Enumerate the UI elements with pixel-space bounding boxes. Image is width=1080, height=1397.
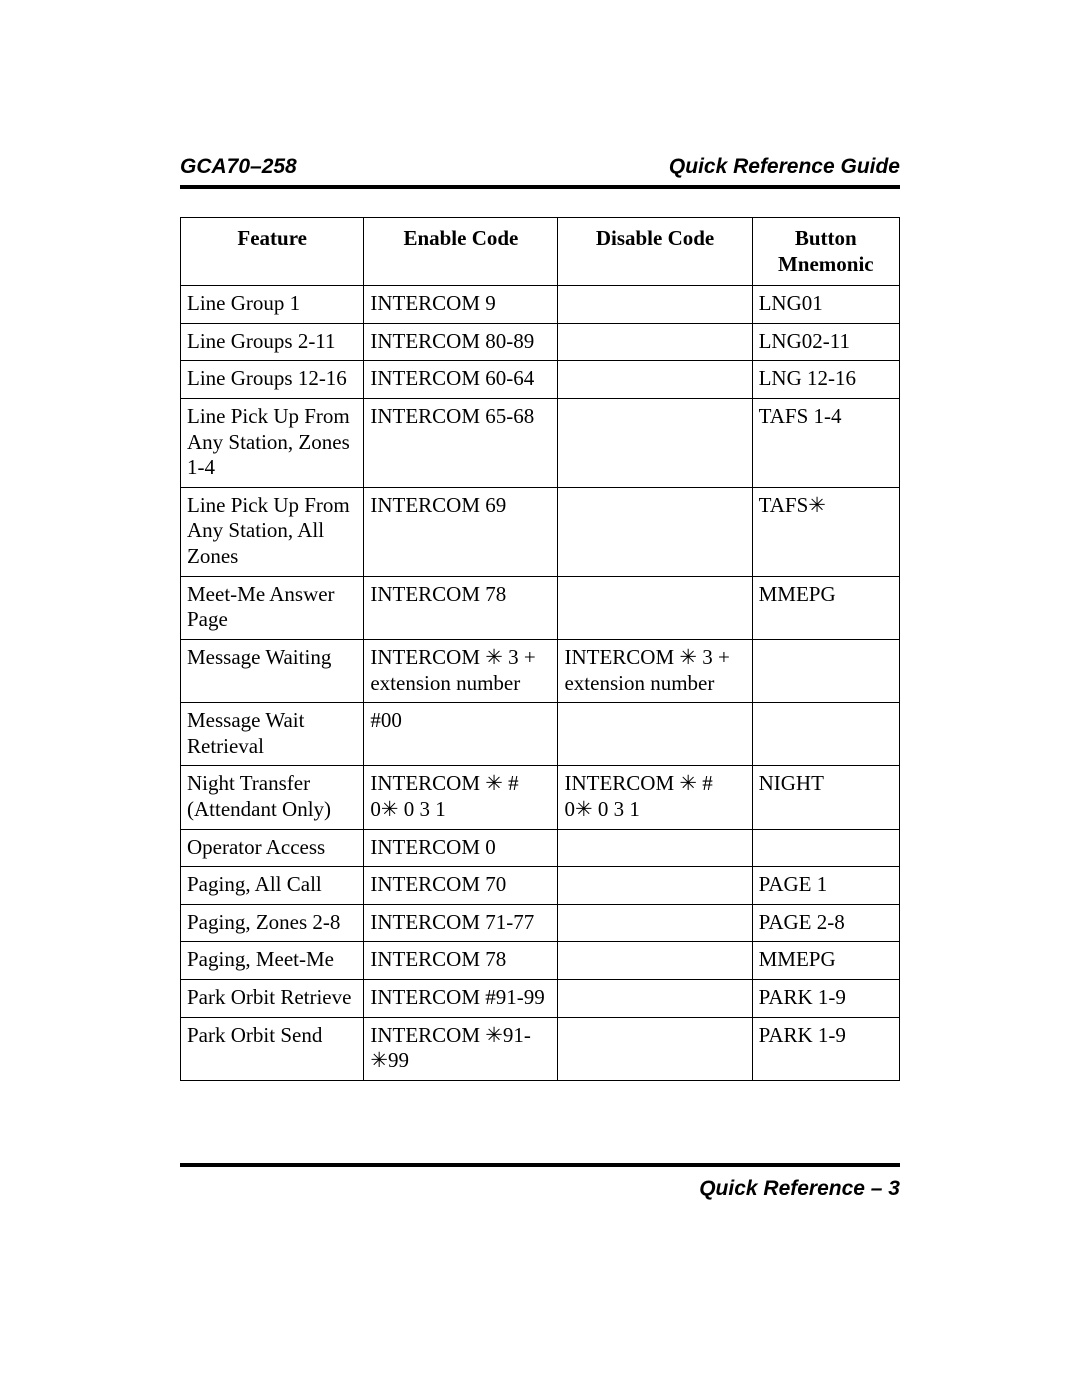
col-header-disable: Disable Code — [558, 218, 752, 286]
cell-feature: Paging, Zones 2-8 — [181, 904, 364, 942]
cell-feature: Park Orbit Retrieve — [181, 980, 364, 1018]
cell-enable: INTERCOM 70 — [364, 867, 558, 905]
cell-feature: Meet-Me Answer Page — [181, 576, 364, 639]
cell-enable: INTERCOM 78 — [364, 942, 558, 980]
cell-disable — [558, 703, 752, 766]
col-header-enable: Enable Code — [364, 218, 558, 286]
cell-mnemonic: MMEPG — [752, 576, 899, 639]
cell-disable: INTERCOM ✳ # 0✳ 0 3 1 — [558, 766, 752, 829]
cell-mnemonic: PARK 1-9 — [752, 980, 899, 1018]
cell-enable: INTERCOM #91-99 — [364, 980, 558, 1018]
cell-enable: INTERCOM ✳ 3 + extension number — [364, 639, 558, 702]
cell-enable: INTERCOM 80-89 — [364, 323, 558, 361]
table-row: Paging, Zones 2-8 INTERCOM 71-77 PAGE 2-… — [181, 904, 900, 942]
cell-disable — [558, 867, 752, 905]
cell-mnemonic: LNG01 — [752, 286, 899, 324]
cell-enable: INTERCOM 65-68 — [364, 399, 558, 488]
cell-mnemonic: PAGE 1 — [752, 867, 899, 905]
cell-feature: Operator Access — [181, 829, 364, 867]
cell-enable: INTERCOM 60-64 — [364, 361, 558, 399]
table-row: Line Pick Up From Any Station, Zones 1-4… — [181, 399, 900, 488]
cell-disable — [558, 487, 752, 576]
cell-mnemonic: LNG02-11 — [752, 323, 899, 361]
cell-disable: INTERCOM ✳ 3 + extension number — [558, 639, 752, 702]
header-left: GCA70–258 — [180, 155, 297, 179]
cell-disable — [558, 1017, 752, 1080]
cell-mnemonic: NIGHT — [752, 766, 899, 829]
table-row: Meet-Me Answer Page INTERCOM 78 MMEPG — [181, 576, 900, 639]
cell-disable — [558, 942, 752, 980]
cell-feature: Message Waiting — [181, 639, 364, 702]
table-header-row: Feature Enable Code Disable Code Button … — [181, 218, 900, 286]
table-row: Line Groups 2-11 INTERCOM 80-89 LNG02-11 — [181, 323, 900, 361]
cell-feature: Park Orbit Send — [181, 1017, 364, 1080]
table-row: Line Groups 12-16 INTERCOM 60-64 LNG 12-… — [181, 361, 900, 399]
page: GCA70–258 Quick Reference Guide Feature … — [0, 0, 1080, 1397]
cell-enable: INTERCOM 0 — [364, 829, 558, 867]
table-row: Night Transfer (Attendant Only) INTERCOM… — [181, 766, 900, 829]
table-row: Message Waiting INTERCOM ✳ 3 + extension… — [181, 639, 900, 702]
cell-feature: Line Groups 12-16 — [181, 361, 364, 399]
cell-mnemonic: PARK 1-9 — [752, 1017, 899, 1080]
table-row: Paging, All Call INTERCOM 70 PAGE 1 — [181, 867, 900, 905]
cell-mnemonic — [752, 639, 899, 702]
cell-disable — [558, 576, 752, 639]
cell-mnemonic: MMEPG — [752, 942, 899, 980]
cell-feature: Line Pick Up From Any Station, All Zones — [181, 487, 364, 576]
cell-mnemonic: TAFS✳ — [752, 487, 899, 576]
cell-disable — [558, 399, 752, 488]
cell-feature: Message Wait Retrieval — [181, 703, 364, 766]
cell-enable: INTERCOM 69 — [364, 487, 558, 576]
cell-feature: Night Transfer (Attendant Only) — [181, 766, 364, 829]
table-row: Paging, Meet-Me INTERCOM 78 MMEPG — [181, 942, 900, 980]
cell-enable: INTERCOM ✳ # 0✳ 0 3 1 — [364, 766, 558, 829]
reference-table: Feature Enable Code Disable Code Button … — [180, 217, 900, 1081]
cell-enable: INTERCOM ✳91-✳99 — [364, 1017, 558, 1080]
cell-enable: INTERCOM 9 — [364, 286, 558, 324]
page-footer: Quick Reference – 3 — [180, 1163, 900, 1201]
cell-disable — [558, 904, 752, 942]
cell-mnemonic: TAFS 1-4 — [752, 399, 899, 488]
footer-text: Quick Reference – 3 — [699, 1177, 900, 1200]
header-right: Quick Reference Guide — [669, 155, 900, 179]
page-header: GCA70–258 Quick Reference Guide — [180, 155, 900, 189]
cell-mnemonic: PAGE 2-8 — [752, 904, 899, 942]
cell-mnemonic — [752, 829, 899, 867]
cell-disable — [558, 361, 752, 399]
cell-feature: Line Groups 2-11 — [181, 323, 364, 361]
cell-feature: Line Group 1 — [181, 286, 364, 324]
cell-mnemonic — [752, 703, 899, 766]
table-row: Park Orbit Send INTERCOM ✳91-✳99 PARK 1-… — [181, 1017, 900, 1080]
col-header-feature: Feature — [181, 218, 364, 286]
cell-feature: Paging, Meet-Me — [181, 942, 364, 980]
table-row: Line Group 1 INTERCOM 9 LNG01 — [181, 286, 900, 324]
cell-feature: Paging, All Call — [181, 867, 364, 905]
cell-disable — [558, 980, 752, 1018]
cell-feature: Line Pick Up From Any Station, Zones 1-4 — [181, 399, 364, 488]
table-body: Line Group 1 INTERCOM 9 LNG01 Line Group… — [181, 286, 900, 1081]
cell-mnemonic: LNG 12-16 — [752, 361, 899, 399]
cell-enable: INTERCOM 71-77 — [364, 904, 558, 942]
col-header-mnemonic: Button Mnemonic — [752, 218, 899, 286]
table-row: Park Orbit Retrieve INTERCOM #91-99 PARK… — [181, 980, 900, 1018]
table-row: Message Wait Retrieval #00 — [181, 703, 900, 766]
cell-disable — [558, 829, 752, 867]
cell-enable: #00 — [364, 703, 558, 766]
cell-disable — [558, 286, 752, 324]
cell-disable — [558, 323, 752, 361]
cell-enable: INTERCOM 78 — [364, 576, 558, 639]
table-row: Line Pick Up From Any Station, All Zones… — [181, 487, 900, 576]
table-row: Operator Access INTERCOM 0 — [181, 829, 900, 867]
